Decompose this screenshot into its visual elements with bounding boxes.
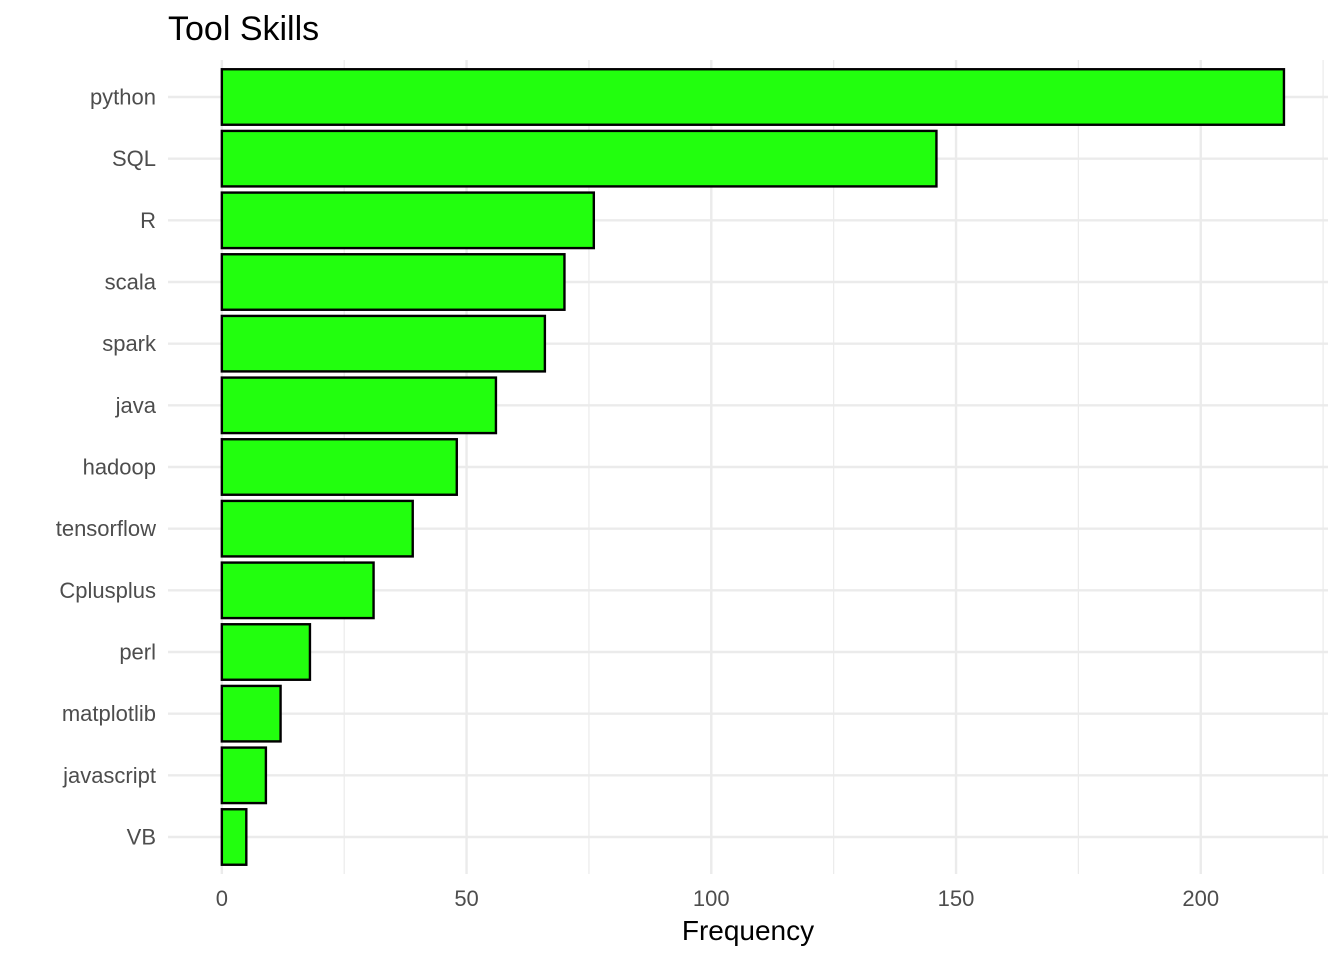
y-tick-label: python (90, 85, 156, 110)
y-tick-label: hadoop (83, 455, 156, 480)
chart-title: Tool Skills (168, 10, 319, 48)
y-tick-label: matplotlib (62, 701, 156, 726)
bar-vb (220, 808, 248, 866)
bar-java (220, 376, 498, 435)
y-tick-label: R (140, 208, 156, 233)
bar-python (220, 68, 1286, 126)
bar-cplusplus (220, 561, 375, 620)
bar-spark (220, 314, 547, 373)
x-tick-label: 200 (1182, 886, 1219, 911)
y-tick-label: VB (127, 825, 156, 850)
bar-perl (220, 623, 312, 681)
y-tick-label: spark (102, 331, 157, 356)
bar-r (220, 191, 596, 250)
x-tick-label: 100 (693, 886, 730, 911)
bar-hadoop (220, 438, 458, 496)
bar-tensorflow (220, 499, 414, 558)
y-tick-label: javascript (62, 763, 156, 788)
y-tick-label: java (115, 393, 157, 418)
y-tick-label: perl (119, 640, 156, 665)
x-tick-label: 150 (938, 886, 975, 911)
x-tick-label: 50 (454, 886, 478, 911)
y-tick-label: scala (105, 270, 157, 295)
y-tick-label: SQL (112, 146, 156, 171)
bar-sql (220, 129, 938, 188)
bar-matplotlib (220, 684, 282, 743)
bars (220, 68, 1286, 866)
x-axis-tick-labels: 0 50 100 150 200 (216, 886, 1219, 911)
y-tick-label: Cplusplus (59, 578, 156, 603)
bar-javascript (220, 746, 268, 805)
y-tick-label: tensorflow (56, 516, 156, 541)
x-tick-label: 0 (216, 886, 228, 911)
bar-scala (220, 253, 566, 311)
x-axis-label: Frequency (682, 915, 814, 946)
